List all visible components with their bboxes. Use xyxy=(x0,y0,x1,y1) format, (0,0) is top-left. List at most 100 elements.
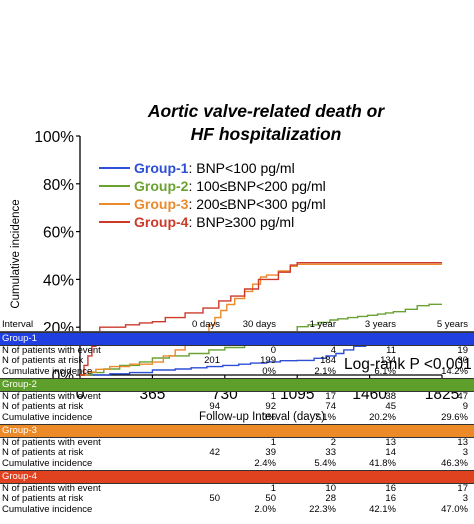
table-cell: 14 xyxy=(385,447,396,459)
table-cell: 19 xyxy=(457,344,468,356)
row-label: Cumulative incidence xyxy=(2,365,93,377)
legend-entry: Group-2: 100≤BNP<200 pg/ml xyxy=(134,178,326,194)
chart-title-line-2: HF hospitalization xyxy=(191,124,342,144)
table-row: Cumulative incidence 2.4% 5.4% 41.8% 46.3% xyxy=(0,457,474,470)
table-row: N of patients at risk 42 39 33 14 3 xyxy=(0,448,474,459)
legend-series-name: Group-3 xyxy=(134,196,189,212)
table-row: N of patients at risk 201 199 184 134 30 xyxy=(0,356,474,367)
table-cell: 42.1% xyxy=(369,503,396,515)
table-cell: 16 xyxy=(385,493,396,505)
table-cell: 13 xyxy=(457,436,468,448)
table-cell: 201 xyxy=(204,355,220,367)
table-cell: 47.0% xyxy=(441,503,468,515)
x-tick-label: 0 xyxy=(76,386,85,403)
risk-table: Interval 0 days 30 days 1 year 3 years 5 year… xyxy=(0,319,474,516)
series-line-group-2 xyxy=(80,303,442,376)
logrank-annotation: Log-rank P <0.001 xyxy=(344,356,472,373)
series-line-group-4 xyxy=(80,262,442,376)
row-label: N of patients at risk xyxy=(2,447,84,459)
table-cell: 42 xyxy=(209,447,220,459)
table-cell: 5 years xyxy=(436,319,468,330)
legend-entry: Group-3: 200≤BNP<300 pg/ml xyxy=(134,196,326,212)
row-label: Cumulative incidence xyxy=(2,411,93,423)
row-label: N of patients with event xyxy=(2,436,101,448)
y-axis-label: Cumulative incidence xyxy=(10,199,22,308)
table-row: N of patients at risk 94 92 74 45 9 xyxy=(0,402,474,413)
table-cell: 28 xyxy=(325,493,336,505)
y-tick-label: 100% xyxy=(34,129,74,146)
table-cell: 30 xyxy=(457,355,468,367)
row-label: N of patients at risk xyxy=(2,355,84,367)
table-cell: 9 xyxy=(462,401,468,413)
group-band-4: Group-4 xyxy=(0,469,474,484)
row-label: Cumulative incidence xyxy=(2,457,93,469)
table-cell: 3 xyxy=(462,493,468,505)
table-cell: 13 xyxy=(385,436,396,448)
chart-title-line-1: Aortic valve-related death or xyxy=(147,101,386,121)
row-label: Interval xyxy=(2,319,34,330)
table-cell: 33 xyxy=(325,447,336,459)
table-cell: 16 xyxy=(385,482,396,494)
table-cell: 3 years xyxy=(364,319,396,330)
table-cell: 38 xyxy=(385,390,396,402)
series-line-group-3 xyxy=(80,263,442,376)
table-cell: 45 xyxy=(385,401,396,413)
y-tick-label: 80% xyxy=(43,177,74,194)
legend-entry: Group-1: BNP<100 pg/ml xyxy=(134,160,295,176)
legend-series-name: Group-2 xyxy=(134,178,189,194)
table-cell: 0% xyxy=(262,365,276,377)
table-cell: 1 xyxy=(270,436,276,448)
table-cell: 5.4% xyxy=(314,457,336,469)
table-row: N of patients at risk 50 50 28 16 3 xyxy=(0,494,474,505)
legend-series-desc: : BNP≥300 pg/ml xyxy=(188,214,294,230)
table-row: N of patients with event 1 17 38 47 xyxy=(0,390,474,403)
row-label: Cumulative incidence xyxy=(2,503,93,515)
table-cell: 11 xyxy=(386,344,396,356)
group-band-2: Group-2 xyxy=(0,377,474,392)
legend-series-name: Group-4 xyxy=(134,214,189,230)
table-cell: 14.2% xyxy=(441,365,468,377)
y-ticks: 0%20%40%60%80%100% xyxy=(34,129,80,385)
table-cell: 10 xyxy=(325,482,336,494)
legend-series-desc: : 200≤BNP<300 pg/ml xyxy=(188,196,325,212)
table-cell: 39 xyxy=(265,447,276,459)
table-cell: 4 xyxy=(330,344,336,356)
table-cell: 2.1% xyxy=(314,365,336,377)
legend-series-desc: : BNP<100 pg/ml xyxy=(188,160,294,176)
legend-series-name: Group-1 xyxy=(134,160,189,176)
table-cell: 0% xyxy=(262,411,276,423)
x-axis-label: Follow-up Interval (days) xyxy=(199,411,325,423)
table-cell: 1 xyxy=(270,482,276,494)
table-cell: 199 xyxy=(260,355,276,367)
table-row: N of patients with event 1 10 16 17 xyxy=(0,482,474,495)
table-cell: 22.3% xyxy=(309,503,336,515)
table-cell: 3 xyxy=(462,447,468,459)
table-row: N of patients with event 0 4 11 19 xyxy=(0,344,474,357)
table-cell: 50 xyxy=(265,493,276,505)
table-cell: 50 xyxy=(209,493,220,505)
table-cell: 17 xyxy=(325,390,336,402)
table-cell: 7.1% xyxy=(314,411,336,423)
table-row: N of patients with event 1 2 13 13 xyxy=(0,436,474,449)
legend-entry: Group-4: BNP≥300 pg/ml xyxy=(134,214,294,230)
row-label: N of patients with event xyxy=(2,482,101,494)
table-cell: 46.3% xyxy=(441,457,468,469)
row-label: N of patients at risk xyxy=(2,401,84,413)
table-cell: 2.4% xyxy=(254,457,276,469)
table-cell: 20.2% xyxy=(369,411,396,423)
table-row: Cumulative incidence 0% 7.1% 20.2% 29.6% xyxy=(0,411,474,424)
table-cell: 1 year xyxy=(309,319,336,330)
y-tick-label: 40% xyxy=(43,272,74,289)
row-label: N of patients at risk xyxy=(2,493,84,505)
table-cell: 30 days xyxy=(242,319,276,330)
table-row: Cumulative incidence 2.0% 22.3% 42.1% 47.0% xyxy=(0,503,474,516)
legend-series-desc: : 100≤BNP<200 pg/ml xyxy=(188,178,325,194)
table-cell: 134 xyxy=(380,355,396,367)
row-label: N of patients with event xyxy=(2,390,101,402)
group-band-3: Group-3 xyxy=(0,423,474,438)
series-line-group-1 xyxy=(80,340,442,376)
table-row: Cumulative incidence 0% 2.1% 6.1% 14.2% xyxy=(0,365,474,378)
table-cell: 74 xyxy=(325,401,336,413)
group-band-1: Group-1 xyxy=(0,331,474,346)
